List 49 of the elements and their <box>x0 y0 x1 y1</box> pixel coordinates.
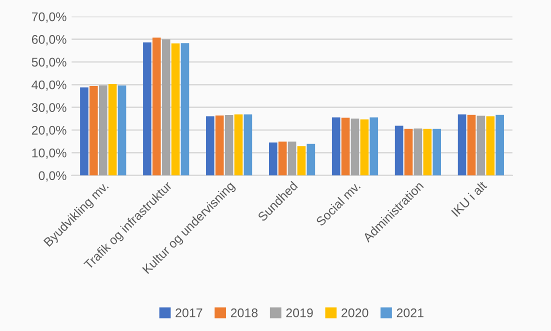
legend-label: 2019 <box>286 308 313 318</box>
bar <box>496 114 504 176</box>
bar <box>476 116 486 176</box>
bar <box>332 117 340 176</box>
bar <box>98 85 108 176</box>
y-tick-label: 10,0% <box>32 148 66 159</box>
bar <box>297 146 306 176</box>
bar <box>432 128 442 176</box>
y-tick-label: 60,0% <box>32 35 66 46</box>
bar <box>90 86 98 176</box>
bar <box>370 117 378 176</box>
y-tick-label: 50,0% <box>32 58 66 68</box>
bar <box>394 126 404 176</box>
bar <box>108 84 117 176</box>
bar <box>467 114 476 176</box>
bar <box>288 142 296 176</box>
bar <box>306 144 316 176</box>
bar <box>414 128 422 176</box>
y-tick-label: 70,0% <box>32 12 66 23</box>
legend-label: 2020 <box>342 308 368 318</box>
bar <box>423 128 432 176</box>
bar <box>350 118 360 176</box>
bar <box>224 115 234 176</box>
legend-label: 2017 <box>176 308 202 318</box>
bar <box>215 116 224 176</box>
bar <box>171 43 180 176</box>
bar <box>278 142 287 176</box>
y-tick-label: 0,0% <box>38 171 66 182</box>
bar <box>341 118 350 176</box>
bar <box>162 39 170 176</box>
bar <box>143 42 152 176</box>
x-tick-label: IKU i alt <box>450 180 488 217</box>
y-tick-label: 30,0% <box>32 103 66 114</box>
bar <box>360 119 369 176</box>
bar <box>206 116 214 176</box>
bar <box>234 114 243 176</box>
bar <box>152 38 161 176</box>
bar <box>244 114 252 176</box>
y-tick-label: 20,0% <box>32 126 66 136</box>
y-tick-label: 40,0% <box>32 80 66 91</box>
bar <box>118 86 126 176</box>
bar <box>80 87 88 176</box>
legend-label: 2021 <box>396 308 424 318</box>
bar <box>268 142 278 176</box>
legend-label: 2018 <box>230 308 258 318</box>
bar <box>404 128 413 176</box>
bar <box>458 114 466 176</box>
bar <box>486 116 495 176</box>
bar <box>180 43 190 176</box>
